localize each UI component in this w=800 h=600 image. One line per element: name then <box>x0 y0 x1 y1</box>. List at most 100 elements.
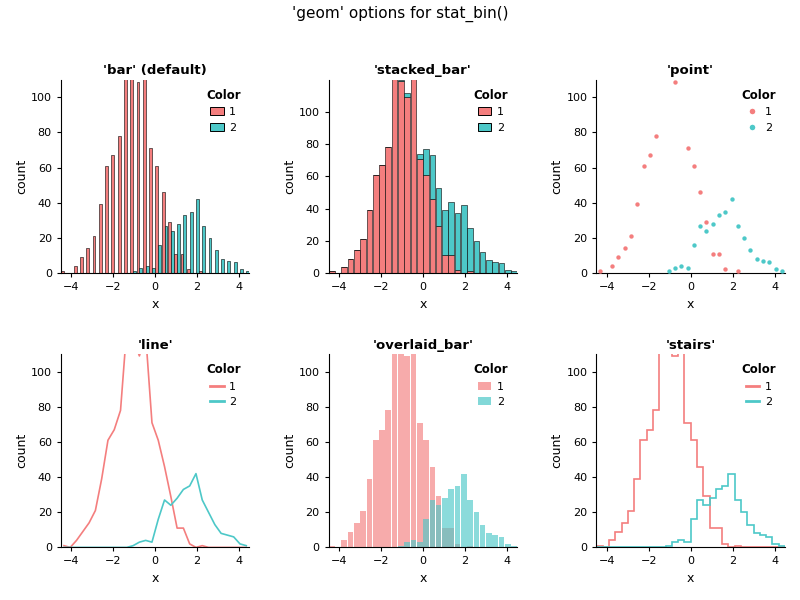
Bar <box>423 149 429 175</box>
Y-axis label: count: count <box>550 159 564 194</box>
Bar <box>474 512 479 547</box>
Point <box>775 266 788 276</box>
Point <box>731 221 744 230</box>
Bar <box>177 224 180 273</box>
Bar <box>386 148 391 273</box>
X-axis label: x: x <box>151 298 158 311</box>
Bar <box>149 148 152 273</box>
Bar <box>373 175 378 273</box>
Bar <box>430 155 435 199</box>
Bar <box>234 262 237 273</box>
Point <box>631 200 644 209</box>
Bar <box>354 523 360 547</box>
Point <box>625 232 638 241</box>
Bar <box>221 259 224 273</box>
Bar <box>155 166 158 273</box>
Point <box>687 161 700 170</box>
Bar <box>511 271 517 273</box>
Bar <box>246 271 249 273</box>
Bar <box>498 537 504 547</box>
Bar <box>404 356 410 547</box>
Bar <box>398 82 404 273</box>
Bar <box>448 255 454 273</box>
Bar <box>454 544 460 547</box>
Y-axis label: count: count <box>283 433 296 469</box>
Bar <box>366 210 372 273</box>
Bar <box>417 154 422 158</box>
Bar <box>139 268 142 273</box>
Bar <box>423 520 429 547</box>
Legend: 1, 2: 1, 2 <box>738 85 779 136</box>
Bar <box>215 250 218 273</box>
Bar <box>404 92 410 97</box>
Point <box>763 257 776 267</box>
Bar <box>342 541 347 547</box>
Bar <box>398 338 404 547</box>
Bar <box>124 53 127 273</box>
Bar <box>442 210 448 255</box>
Bar <box>329 271 334 273</box>
Point <box>687 240 700 250</box>
Bar <box>168 222 171 273</box>
Point <box>606 261 618 271</box>
Bar <box>410 78 416 273</box>
Bar <box>410 541 416 547</box>
Bar <box>202 226 205 273</box>
Title: 'line': 'line' <box>138 338 173 352</box>
Point <box>675 56 688 65</box>
Bar <box>379 430 385 547</box>
Point <box>700 217 713 227</box>
Bar <box>360 511 366 547</box>
Title: 'overlaid_bar': 'overlaid_bar' <box>373 338 474 352</box>
Bar <box>454 486 460 547</box>
Bar <box>454 270 460 273</box>
Bar <box>398 80 404 82</box>
X-axis label: x: x <box>419 298 426 311</box>
Y-axis label: count: count <box>15 159 28 194</box>
Point <box>675 261 688 271</box>
Bar <box>366 479 372 547</box>
Bar <box>454 214 460 270</box>
Point <box>694 187 706 197</box>
Bar <box>183 215 186 273</box>
Bar <box>511 545 517 547</box>
Bar <box>480 524 486 547</box>
Bar <box>187 269 190 273</box>
Point <box>612 253 625 262</box>
Bar <box>93 236 95 273</box>
Bar <box>99 205 102 273</box>
Bar <box>480 252 486 273</box>
Bar <box>505 544 510 547</box>
Bar <box>474 241 479 273</box>
Bar <box>342 266 347 273</box>
Point <box>769 265 782 274</box>
Bar <box>111 155 114 273</box>
Point <box>750 254 763 264</box>
Bar <box>430 467 435 547</box>
Bar <box>360 239 366 273</box>
Bar <box>398 545 404 547</box>
Point <box>694 221 706 230</box>
Bar <box>467 228 473 271</box>
Title: 'point': 'point' <box>667 64 714 77</box>
Bar <box>196 199 198 273</box>
Bar <box>152 268 154 273</box>
Point <box>706 249 719 259</box>
Bar <box>448 490 454 547</box>
Title: 'stairs': 'stairs' <box>666 338 716 352</box>
Bar <box>410 72 416 78</box>
Bar <box>354 250 360 273</box>
Bar <box>348 532 354 547</box>
Point <box>713 249 726 259</box>
Bar <box>417 422 422 547</box>
Legend: 1, 2: 1, 2 <box>738 360 779 410</box>
Bar <box>118 136 121 273</box>
Bar <box>448 528 454 547</box>
Bar <box>417 542 422 547</box>
Bar <box>442 498 448 547</box>
Bar <box>373 440 378 547</box>
Bar <box>423 175 429 273</box>
Bar <box>329 545 334 547</box>
Point <box>662 266 675 276</box>
Bar <box>417 158 422 273</box>
